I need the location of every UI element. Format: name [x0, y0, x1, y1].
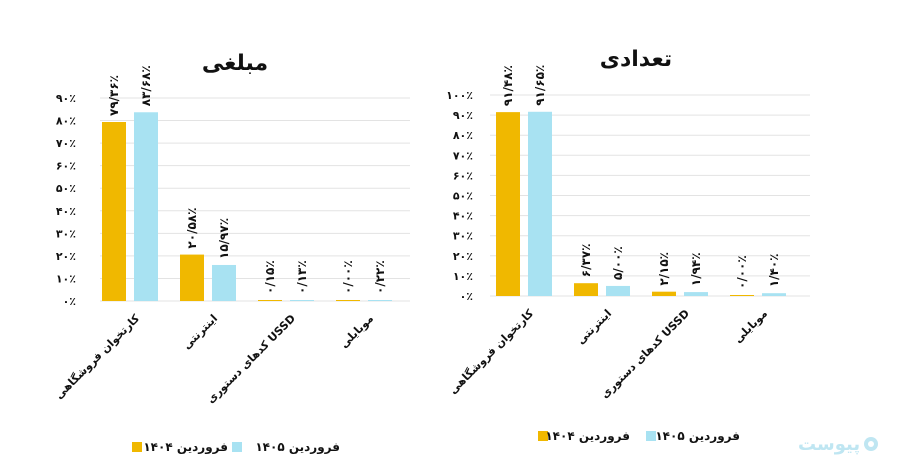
legend-swatch — [132, 442, 142, 452]
bar — [368, 300, 392, 301]
bar — [180, 254, 204, 301]
bar — [606, 285, 630, 296]
bar-value-label: ۵/۰۰٪ — [611, 246, 625, 280]
legend-swatch — [232, 442, 242, 452]
bar-value-label: ۹۱/۴۸٪ — [501, 65, 515, 106]
bar-value-label: ۱۵/۹۷٪ — [217, 218, 231, 259]
bar — [730, 295, 754, 296]
category-label: موبایلی — [731, 307, 770, 346]
y-tick-label: ۰٪ — [460, 290, 473, 303]
legend-swatch — [538, 431, 548, 441]
bar — [496, 112, 520, 296]
y-tick-label: ۱۰۰٪ — [446, 89, 473, 102]
bar — [528, 111, 552, 296]
bar-value-label: ۰/۲۲٪ — [373, 260, 387, 294]
bar-value-label: ۱/۹۴٪ — [689, 252, 703, 286]
y-tick-label: ۰٪ — [63, 295, 76, 308]
bar — [134, 112, 158, 301]
legend-label: فروردین ۱۴۰۴ — [545, 429, 630, 444]
category-label: کدهای دستوری USSD — [598, 307, 692, 401]
y-tick-label: ۲۰٪ — [453, 250, 473, 263]
category-label: کارتخوان فروشگاهی — [446, 307, 536, 397]
y-tick-label: ۱۰٪ — [56, 272, 76, 285]
bar — [574, 283, 598, 296]
category-label: اینترنتی — [574, 307, 614, 347]
bar — [684, 292, 708, 296]
brand-logo: پیوست — [798, 432, 879, 456]
y-tick-label: ۵۰٪ — [453, 190, 473, 203]
bar-value-label: ۲/۱۵٪ — [657, 252, 671, 286]
bar-value-label: ۹۱/۶۵٪ — [533, 65, 547, 106]
category-label: کارتخوان فروشگاهی — [52, 312, 142, 402]
y-tick-label: ۷۰٪ — [56, 137, 76, 150]
bar — [762, 293, 786, 296]
y-tick-label: ۵۰٪ — [56, 182, 76, 195]
circle-logo-icon — [864, 437, 879, 451]
y-tick-label: ۷۰٪ — [453, 149, 473, 162]
y-tick-label: ۳۰٪ — [56, 227, 76, 240]
y-tick-label: ۴۰٪ — [56, 205, 76, 218]
chart-1: مبلغی ۰٪ ۱۰٪ ۲۰٪ ۳۰٪ ۴۰٪ ۵۰٪ ۶۰٪ ۷۰٪ ۸۰٪ ۹۰٪ ۷۹/۳۶٪… — [52, 51, 410, 455]
bar — [290, 300, 314, 301]
y-tick-label: ۶۰٪ — [56, 160, 76, 173]
category-label: موبایلی — [337, 312, 376, 351]
y-tick-label: ۸۰٪ — [453, 129, 473, 142]
chart-title: تعدادی — [600, 47, 672, 72]
bar-value-label: ۰/۱۵٪ — [263, 260, 277, 294]
bar-value-label: ۷۹/۳۶٪ — [107, 75, 121, 116]
y-tick-label: ۹۰٪ — [453, 109, 473, 122]
bar-value-label: ۸۳/۶۸٪ — [139, 65, 153, 106]
bar — [258, 300, 282, 301]
y-tick-label: ۳۰٪ — [453, 230, 473, 243]
y-tick-label: ۱۰٪ — [453, 270, 473, 283]
bar-value-label: ۰/۱۳٪ — [295, 260, 309, 294]
bar-value-label: ۰/۰۰٪ — [735, 255, 749, 289]
bar — [652, 291, 676, 296]
bar-value-label: ۰/۰۰٪ — [341, 260, 355, 294]
legend-label: فروردین ۱۴۰۵ — [255, 440, 340, 455]
category-label: کدهای دستوری USSD — [204, 312, 298, 406]
bar-value-label: ۶/۳۷٪ — [579, 244, 593, 278]
legend-label: فروردین ۱۴۰۵ — [655, 429, 740, 444]
y-tick-label: ۹۰٪ — [56, 92, 76, 105]
y-tick-label: ۸۰٪ — [56, 115, 76, 128]
category-label: اینترنتی — [180, 312, 220, 352]
y-tick-label: ۴۰٪ — [453, 210, 473, 223]
y-tick-label: ۲۰٪ — [56, 250, 76, 263]
chart-2: تعدادی ۰٪ ۱۰٪ ۲۰٪ ۳۰٪ ۴۰٪ ۵۰٪ ۶۰٪ ۷۰٪ ۸۰٪ ۹۰٪ ۱۰۰٪ ۹… — [446, 47, 810, 444]
legend-swatch — [646, 431, 656, 441]
bar-value-label: ۲۰/۵۸٪ — [185, 208, 199, 249]
bar — [212, 264, 236, 301]
legend-label: فروردین ۱۴۰۴ — [143, 440, 228, 455]
brand-logo-text: پیوست — [798, 433, 861, 455]
chart-title: مبلغی — [202, 51, 268, 76]
bar-value-label: ۱/۴۰٪ — [767, 253, 781, 287]
bar — [102, 121, 126, 301]
bar — [336, 300, 360, 301]
y-tick-label: ۶۰٪ — [453, 169, 473, 182]
